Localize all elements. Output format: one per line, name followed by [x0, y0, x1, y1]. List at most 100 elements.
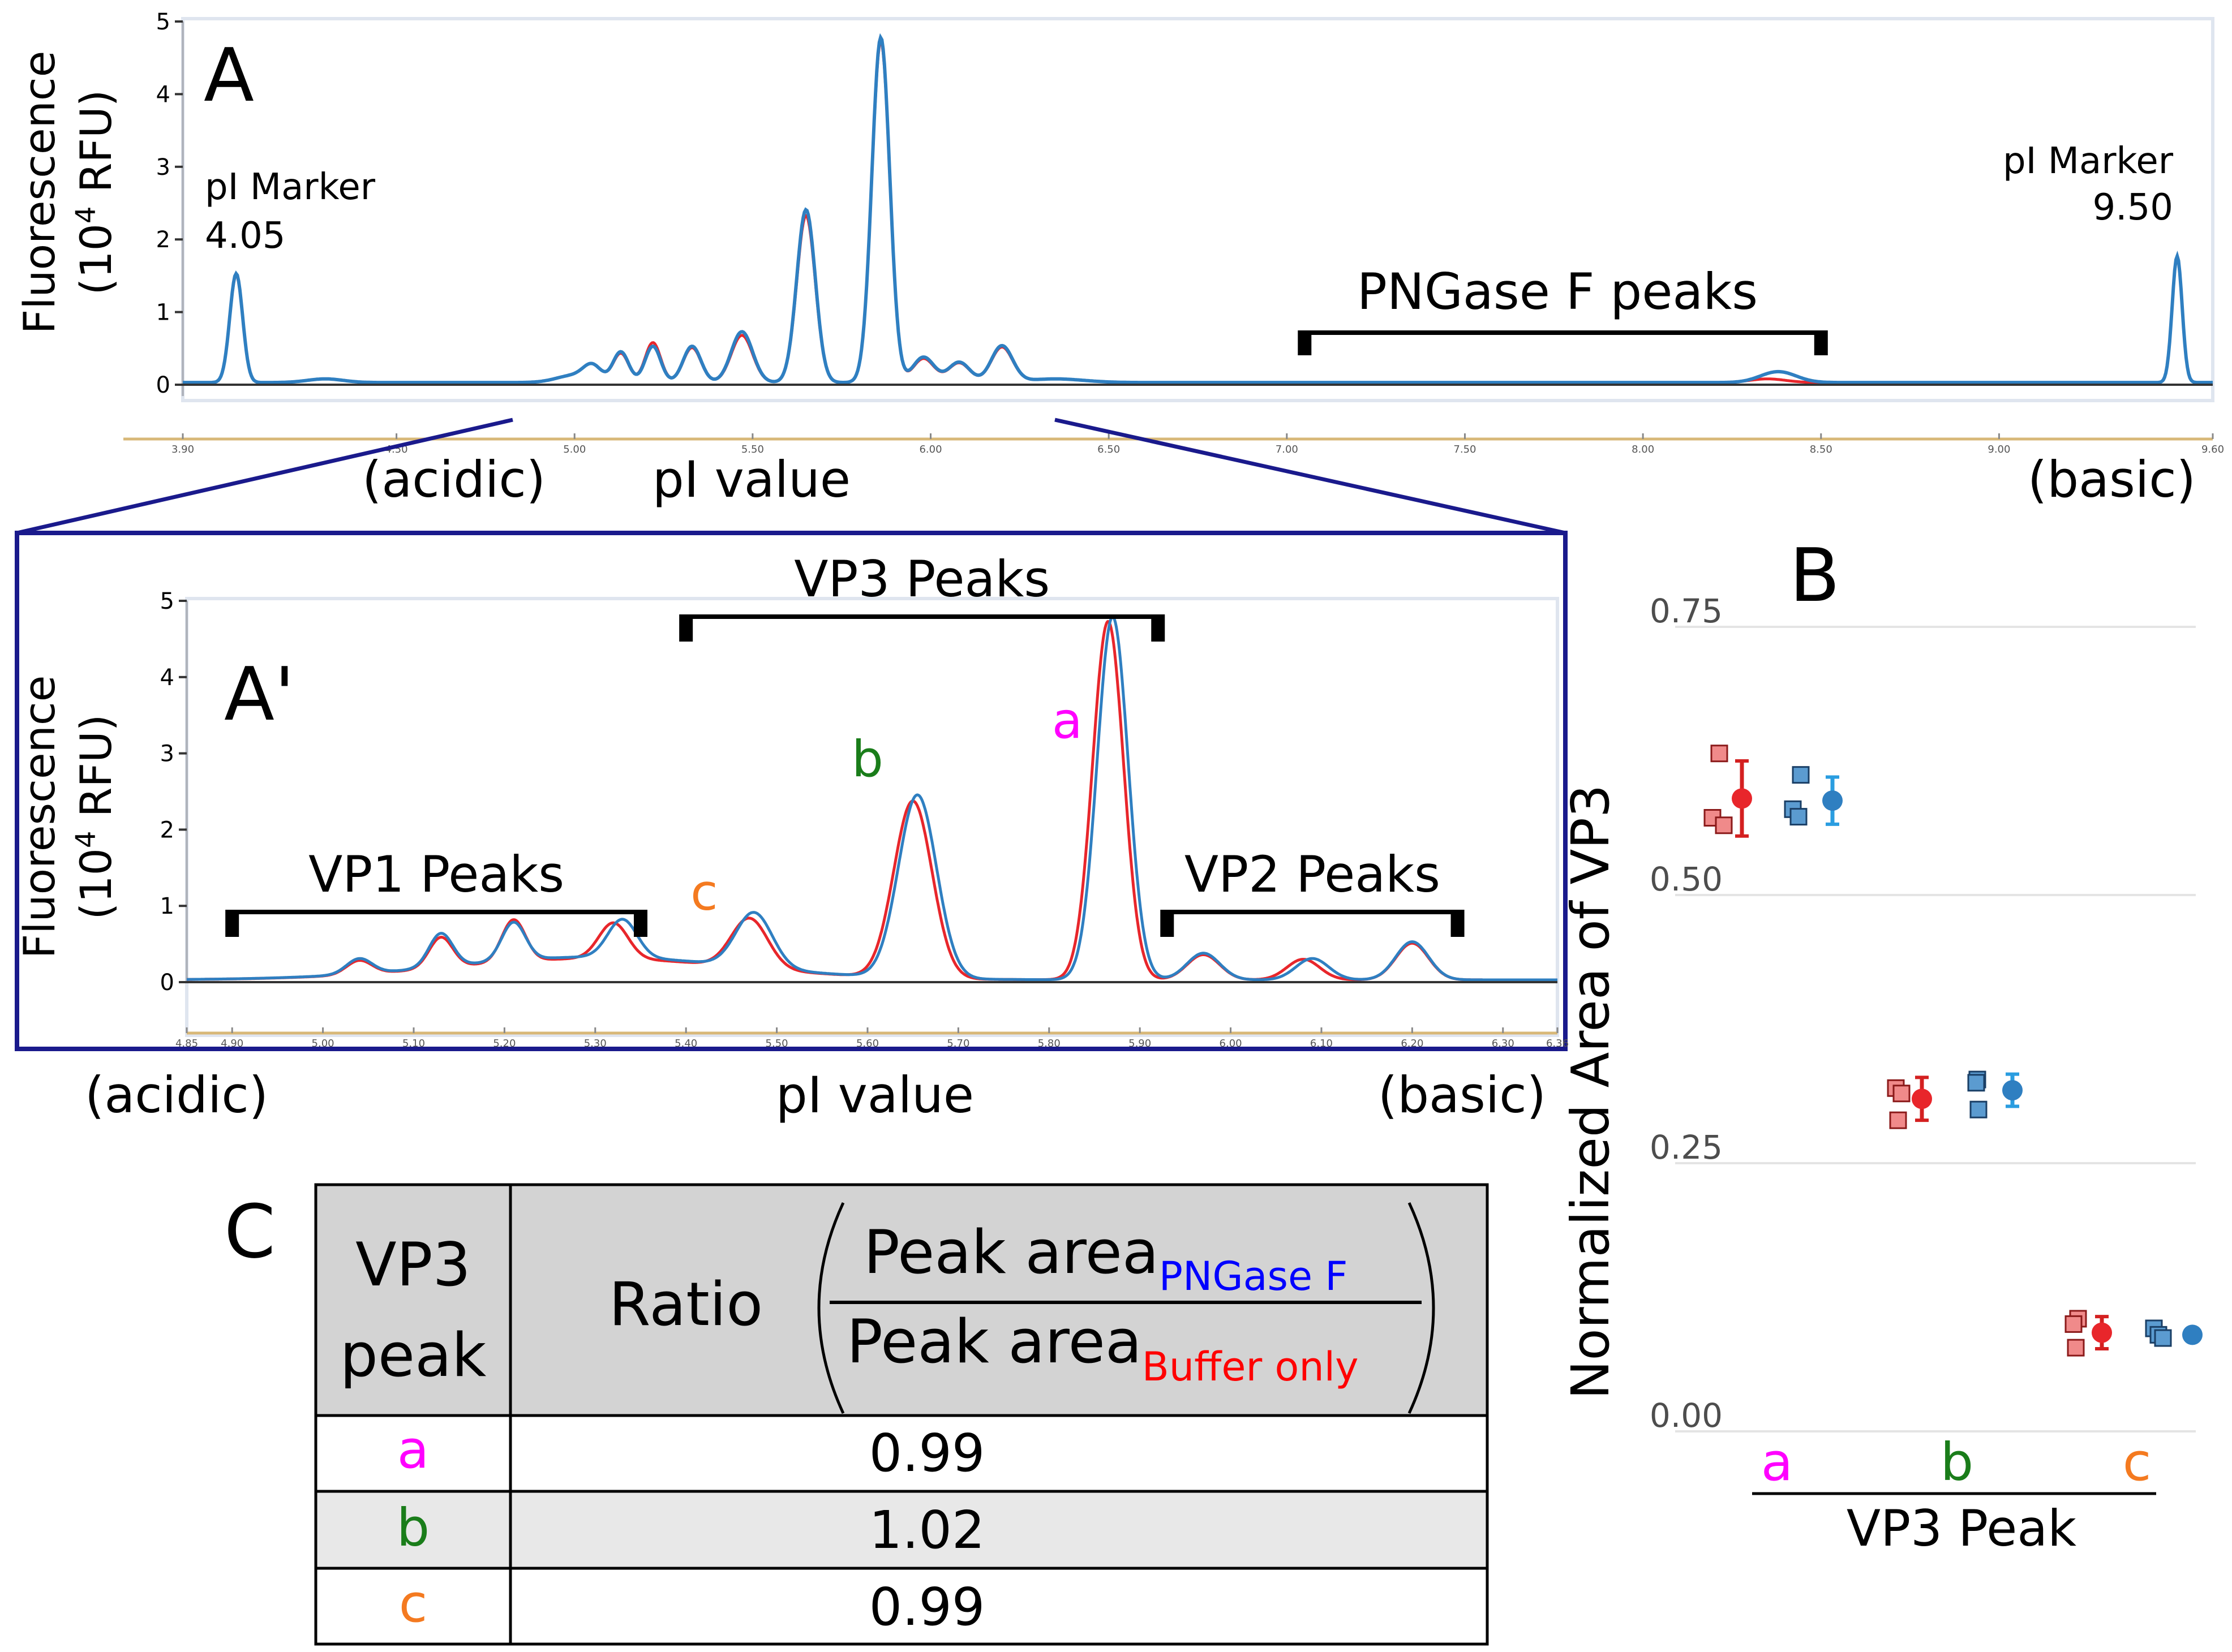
panel-b-replicate-point — [1710, 745, 1728, 763]
panel-b-replicate-point — [1892, 1085, 1911, 1103]
marker-left-value: 4.05 — [205, 215, 286, 257]
panel-a-prime-xlabel-basic: (basic) — [1378, 1066, 1546, 1124]
panel-a-prime-y-ticks: 0 1 2 3 4 5 — [160, 588, 187, 996]
panel-a-prime-ylabel-line1: Fluorescence — [14, 676, 65, 959]
panel-b-label: B — [1789, 532, 1840, 618]
x-tick-label: 5.90 — [1128, 1038, 1151, 1049]
y-tick-label: 1 — [156, 300, 170, 326]
bracket-vp1-label: VP1 Peaks — [308, 845, 564, 904]
marker-right-title: pI Marker — [2003, 140, 2174, 182]
panel-a-label: A — [204, 32, 254, 118]
y-tick-label: 0 — [156, 372, 170, 398]
x-tick-label: 8.00 — [1632, 444, 1654, 455]
panel-b-xlabel: VP3 Peak — [1847, 1499, 2076, 1558]
x-tick-label: 4.85 — [175, 1038, 198, 1049]
x-tick-label: 8.50 — [1810, 444, 1832, 455]
ratio-numerator-subscript: PNGase F — [1159, 1253, 1348, 1300]
panel-a-line-pngase-f — [183, 33, 2213, 385]
table-row-a-peak: a — [397, 1419, 429, 1480]
panel-a-xlabel-acidic: (acidic) — [362, 450, 546, 509]
bracket-end-right — [1450, 910, 1465, 937]
x-tick-label: 5.00 — [563, 444, 586, 455]
panel-b-mean-point — [1822, 790, 1843, 811]
x-tick-label: 3.90 — [171, 444, 194, 455]
x-tick-label: 6.10 — [1310, 1038, 1333, 1049]
panel-b-mean-point — [2092, 1322, 2112, 1343]
y-tick-label: 3 — [160, 741, 174, 767]
panel-a-y-ticks: 0 1 2 3 4 5 — [156, 9, 183, 398]
y-tick-label: 1 — [160, 893, 174, 919]
panel-b-replicate-point — [1789, 808, 1808, 826]
table-row-c-peak: c — [399, 1573, 428, 1634]
ratio-left-paren — [817, 1202, 845, 1414]
panel-b-ylabel: Normalized Area of VP3 — [1560, 785, 1621, 1400]
x-tick-label: 7.00 — [1276, 444, 1298, 455]
panel-a-prime-ylabel-line2: (104 RFU) — [70, 715, 121, 920]
panel-b-replicate-point — [2154, 1329, 2172, 1347]
panel-b-axes: 0.00 0.25 0.50 0.75 a b c — [1650, 592, 2196, 1492]
x-tick-label: 4.90 — [221, 1038, 243, 1049]
panel-a-prime-plot-frame — [185, 597, 1559, 1037]
panel-a-prime-brackets — [225, 614, 1465, 937]
ratio-numerator: Peak areaPNGase F — [864, 1218, 1348, 1300]
panel-b-replicate-point — [1715, 816, 1733, 834]
peak-label-a: a — [1052, 692, 1083, 750]
panel-c-label: C — [224, 1189, 276, 1275]
peak-label-b: b — [852, 730, 883, 788]
x-tick-label: 6.30 — [1492, 1038, 1514, 1049]
panel-b-y-tick-label: 0.75 — [1650, 592, 1723, 630]
panel-b-replicate-point — [1889, 1111, 1907, 1129]
y-tick-label: 2 — [160, 817, 174, 843]
panel-b-replicate-point — [1969, 1100, 1988, 1118]
x-tick-label: 5.80 — [1038, 1038, 1061, 1049]
x-tick-label: 5.40 — [675, 1038, 697, 1049]
panel-b: B 0.00 0.25 0.50 0.75 a b c Normalized Area of… — [1560, 532, 2203, 1558]
panel-a-frame — [181, 17, 2214, 402]
bracket-end-left — [1298, 330, 1312, 355]
x-tick-label: 6.36 — [1546, 1038, 1569, 1049]
y-tick-label: 5 — [160, 588, 174, 614]
panel-a-ylabel-line2: (104 RFU) — [70, 90, 121, 295]
y-tick-label: 5 — [156, 9, 170, 35]
y-tick-label: 2 — [156, 227, 170, 253]
bracket-vp3-label: VP3 Peaks — [794, 550, 1050, 608]
panel-b-mean-point — [1912, 1089, 1932, 1109]
x-tick-label: 5.00 — [312, 1038, 334, 1049]
table-row-b-ratio: 1.02 — [869, 1500, 985, 1560]
x-tick-label: 5.30 — [584, 1038, 607, 1049]
panel-b-y-tick-label: 0.50 — [1650, 860, 1723, 898]
marker-right-value: 9.50 — [2093, 187, 2174, 229]
x-tick-label: 6.00 — [919, 444, 942, 455]
x-tick-label: 6.50 — [1097, 444, 1120, 455]
zoom-connector-left — [16, 418, 513, 535]
bracket-end-left — [679, 614, 693, 642]
x-tick-label: 6.00 — [1220, 1038, 1242, 1049]
x-tick-label: 9.00 — [1988, 444, 2010, 455]
y-tick-label: 3 — [156, 154, 170, 180]
panel-a-prime-xlabel-acidic: (acidic) — [85, 1066, 268, 1124]
panel-b-category-label: c — [2123, 1432, 2152, 1492]
ratio-denominator-subscript: Buffer only — [1142, 1344, 1359, 1390]
y-tick-label: 4 — [160, 665, 174, 691]
ratio-right-paren — [1407, 1202, 1435, 1414]
bracket-vp2-label: VP2 Peaks — [1184, 845, 1440, 904]
x-tick-label: 5.50 — [741, 444, 764, 455]
panel-b-points — [1703, 745, 2203, 1357]
bracket-end-left — [225, 910, 239, 937]
x-tick-label: 5.10 — [402, 1038, 425, 1049]
table-header-peak: peak — [340, 1320, 487, 1390]
panel-a-prime-line-pngase-f — [187, 615, 1557, 982]
ratio-denominator: Peak areaBuffer only — [847, 1307, 1359, 1390]
x-tick-label: 6.20 — [1401, 1038, 1423, 1049]
x-tick-label: 5.50 — [766, 1038, 788, 1049]
panel-b-category-label: a — [1761, 1432, 1793, 1492]
x-tick-label: 5.70 — [947, 1038, 969, 1049]
panel-a-prime-xlabel: pI value — [776, 1066, 974, 1124]
y-tick-label: 4 — [156, 81, 170, 107]
panel-b-replicate-point — [2067, 1339, 2085, 1357]
marker-left-title: pI Marker — [205, 166, 376, 208]
panel-b-mean-point — [2182, 1324, 2203, 1345]
table-header-vp3: VP3 — [355, 1230, 471, 1300]
